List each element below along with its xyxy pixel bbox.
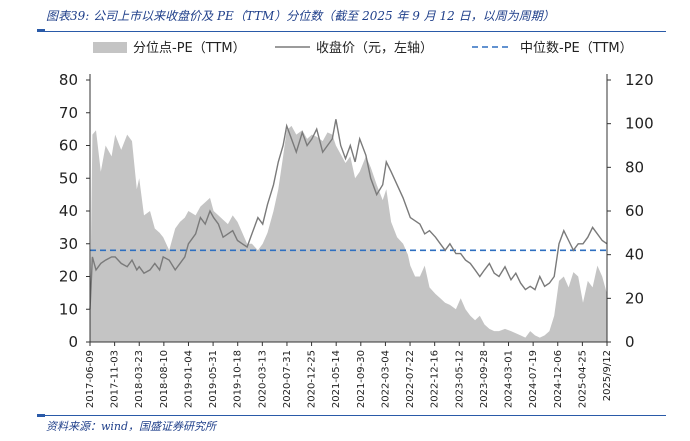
legend-label-pe-percentile: 分位点-PE（TTM） (133, 41, 246, 56)
x-tick-label: 2021-05-14 (331, 350, 342, 408)
x-tick-label: 2022-03-04 (380, 350, 391, 408)
pe-percentile-area (90, 125, 607, 343)
y-left-tick-label: 20 (59, 268, 78, 286)
x-tick-label: 2022-07-22 (405, 350, 416, 408)
y-left-tick-label: 70 (59, 104, 78, 122)
x-tick-label: 2017-11-03 (110, 350, 121, 408)
x-tick-label: 2024-03-01 (504, 350, 515, 408)
x-tick-label: 2018-08-10 (159, 350, 170, 408)
y-right-tick-label: 100 (625, 115, 654, 133)
y-left-tick-label: 10 (59, 300, 78, 318)
axes: 0 10 20 30 40 50 60 70 80 0 20 40 60 80 100 120 2017-06-… (59, 71, 654, 408)
x-tick-label: 2025/9/12 (602, 350, 613, 401)
x-tick-label: 2018-03-23 (134, 350, 145, 408)
y-left-tick-label: 60 (59, 137, 78, 155)
title-rule (40, 31, 666, 32)
y-right-tick-label: 20 (625, 289, 644, 307)
figure-title: 图表39: 公司上市以来收盘价及 PE（TTM）分位数（截至 2025 年 9 … (46, 9, 555, 23)
x-tick-label: 2020-07-31 (282, 350, 293, 408)
legend-swatch-pe-percentile (93, 42, 127, 53)
plot-area (89, 119, 608, 343)
y-right-tick-label: 40 (625, 246, 644, 264)
x-tick-label: 2019-10-18 (233, 350, 244, 408)
y-left-tick-label: 30 (59, 235, 78, 253)
x-tick-label: 2024-07-19 (528, 350, 539, 408)
legend-label-close-price: 收盘价（元，左轴） (316, 40, 433, 56)
x-tick-label: 2020-12-25 (307, 350, 318, 408)
source-rule (40, 415, 666, 416)
y-right-tick-label: 120 (625, 71, 654, 89)
x-tick-label: 2019-01-04 (183, 350, 194, 408)
close-price-line (89, 119, 608, 310)
y-right-tick-label: 0 (625, 333, 635, 351)
legend-label-pe-median: 中位数-PE（TTM） (520, 41, 633, 56)
y-right-tick-label: 80 (625, 158, 644, 176)
x-tick-label: 2020-03-13 (257, 350, 268, 408)
legend: 分位点-PE（TTM） 收盘价（元，左轴） 中位数-PE（TTM） (93, 40, 633, 56)
x-tick-label: 2017-06-09 (85, 350, 96, 408)
x-tick-label: 2023-09-28 (479, 350, 490, 408)
y-left-tick-label: 0 (68, 333, 78, 351)
x-tick-label: 2021-09-30 (356, 350, 367, 408)
y-left-tick-label: 40 (59, 202, 78, 220)
title-rule-accent (37, 29, 45, 32)
x-tick-label: 2023-05-12 (454, 350, 465, 408)
x-tick-label: 2025-04-25 (577, 350, 588, 408)
x-tick-label: 2019-05-31 (208, 350, 219, 408)
y-left-tick-label: 80 (59, 71, 78, 89)
x-tick-label: 2024-12-06 (553, 350, 564, 408)
y-right-tick-label: 60 (625, 202, 644, 220)
y-left-tick-label: 50 (59, 169, 78, 187)
source-note: 资料来源：wind，国盛证券研究所 (46, 420, 217, 433)
x-tick-label: 2022-12-16 (430, 350, 441, 408)
